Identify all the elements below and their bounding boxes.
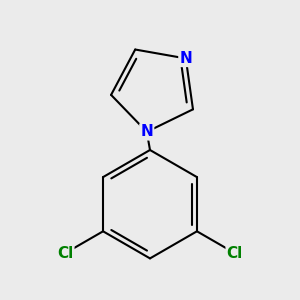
Text: N: N [179, 51, 192, 66]
Text: N: N [140, 124, 153, 140]
Text: Cl: Cl [227, 246, 243, 261]
Text: Cl: Cl [57, 246, 73, 261]
